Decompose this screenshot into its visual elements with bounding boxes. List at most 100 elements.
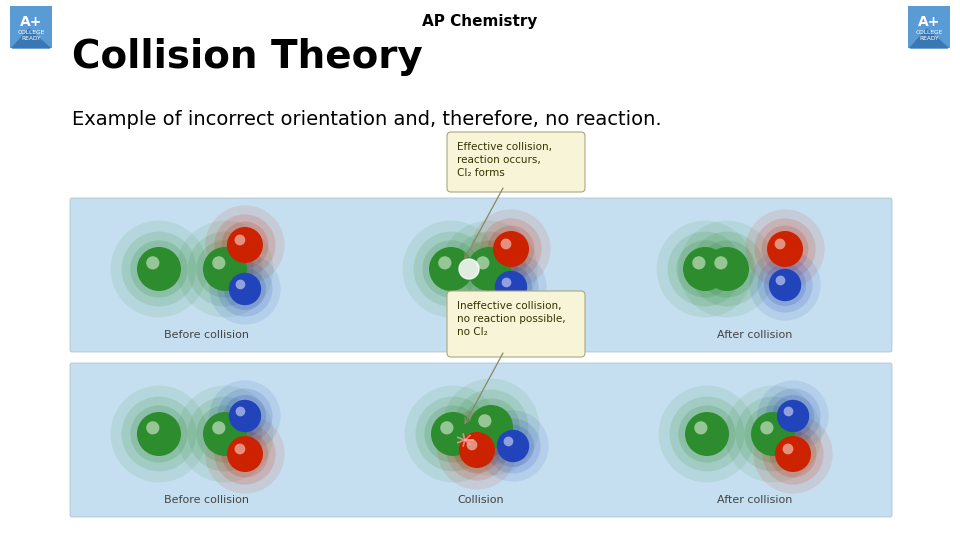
Text: After collision: After collision [717, 330, 793, 340]
Circle shape [234, 234, 246, 245]
Circle shape [214, 214, 276, 275]
Circle shape [212, 421, 226, 435]
Circle shape [679, 221, 776, 318]
Circle shape [783, 407, 793, 416]
Circle shape [137, 412, 181, 456]
Circle shape [212, 256, 226, 269]
Circle shape [770, 430, 816, 477]
Circle shape [131, 240, 187, 298]
Circle shape [235, 407, 246, 416]
Circle shape [463, 399, 519, 456]
Circle shape [197, 406, 253, 463]
Polygon shape [910, 29, 948, 48]
Circle shape [667, 232, 742, 306]
Text: A+: A+ [20, 15, 42, 29]
Circle shape [187, 232, 262, 306]
Circle shape [476, 256, 490, 269]
FancyBboxPatch shape [70, 363, 892, 517]
Circle shape [699, 240, 756, 298]
Text: READY: READY [21, 36, 40, 41]
Circle shape [745, 210, 825, 288]
Circle shape [224, 268, 266, 310]
Polygon shape [12, 29, 50, 48]
Circle shape [446, 420, 508, 481]
Text: COLLEGE: COLLEGE [915, 30, 943, 35]
Circle shape [762, 423, 824, 484]
Circle shape [760, 421, 774, 435]
Circle shape [110, 221, 207, 318]
Circle shape [416, 396, 491, 471]
Circle shape [217, 388, 273, 443]
Circle shape [227, 436, 263, 472]
Circle shape [765, 388, 821, 443]
Circle shape [431, 412, 475, 456]
Circle shape [429, 247, 473, 291]
Circle shape [750, 249, 821, 321]
Circle shape [777, 400, 809, 432]
FancyBboxPatch shape [70, 198, 892, 352]
Circle shape [203, 412, 247, 456]
Circle shape [467, 440, 477, 450]
Circle shape [754, 414, 832, 494]
Circle shape [772, 395, 814, 437]
Text: Before collision: Before collision [164, 495, 250, 505]
Circle shape [187, 396, 262, 471]
Circle shape [775, 239, 785, 249]
Circle shape [146, 421, 159, 435]
Circle shape [224, 395, 266, 437]
Circle shape [679, 406, 735, 463]
Circle shape [459, 259, 479, 279]
Circle shape [490, 266, 532, 308]
Circle shape [131, 406, 187, 463]
Circle shape [694, 421, 708, 435]
Circle shape [757, 258, 812, 313]
Circle shape [692, 256, 706, 269]
Circle shape [757, 380, 828, 451]
FancyBboxPatch shape [447, 132, 585, 192]
Circle shape [438, 410, 516, 490]
Circle shape [480, 218, 541, 280]
Circle shape [122, 396, 197, 471]
Circle shape [497, 430, 529, 462]
Circle shape [751, 412, 795, 456]
Circle shape [488, 226, 535, 272]
Circle shape [222, 221, 269, 268]
Circle shape [203, 247, 247, 291]
Circle shape [683, 247, 727, 291]
Circle shape [677, 240, 733, 298]
Circle shape [782, 443, 793, 454]
Circle shape [234, 443, 246, 454]
Circle shape [670, 396, 744, 471]
Circle shape [441, 421, 453, 435]
Circle shape [657, 221, 754, 318]
Text: Collision Theory: Collision Theory [72, 38, 422, 76]
Circle shape [414, 232, 489, 306]
Circle shape [177, 386, 274, 482]
Circle shape [461, 240, 517, 298]
Circle shape [228, 400, 261, 432]
Circle shape [471, 210, 551, 288]
Text: Example of incorrect orientation and, therefore, no reaction.: Example of incorrect orientation and, th… [72, 110, 661, 129]
Circle shape [110, 386, 207, 482]
Circle shape [494, 271, 527, 303]
Text: Before collision: Before collision [164, 330, 250, 340]
Circle shape [484, 259, 539, 314]
Circle shape [197, 240, 253, 298]
Circle shape [441, 221, 538, 318]
Circle shape [205, 414, 284, 494]
Circle shape [735, 396, 810, 471]
Circle shape [689, 232, 764, 306]
Circle shape [222, 430, 269, 477]
Circle shape [725, 386, 822, 482]
Circle shape [744, 406, 802, 463]
Text: COLLEGE: COLLEGE [17, 30, 45, 35]
Text: A+: A+ [918, 15, 940, 29]
Circle shape [404, 386, 501, 482]
Circle shape [438, 256, 451, 269]
Circle shape [467, 247, 511, 291]
Text: After collision: After collision [717, 495, 793, 505]
Circle shape [685, 412, 729, 456]
Circle shape [659, 386, 756, 482]
Circle shape [422, 240, 480, 298]
Circle shape [478, 414, 492, 428]
